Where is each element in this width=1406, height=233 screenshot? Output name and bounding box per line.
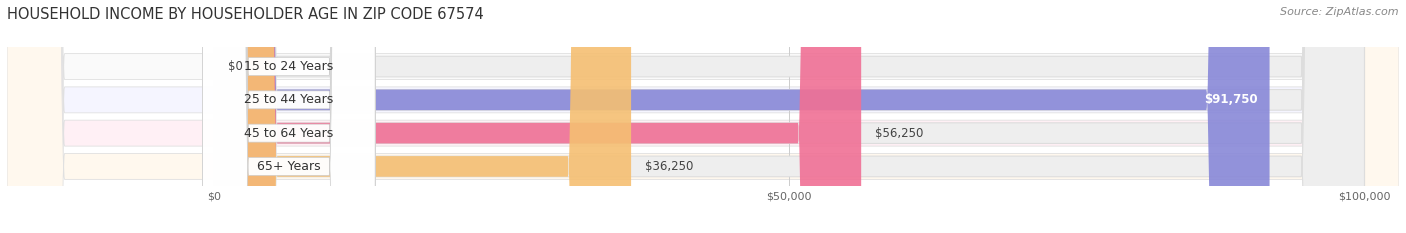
- FancyBboxPatch shape: [7, 0, 1399, 233]
- Text: 45 to 64 Years: 45 to 64 Years: [245, 127, 333, 140]
- Text: $56,250: $56,250: [875, 127, 924, 140]
- FancyBboxPatch shape: [202, 0, 375, 233]
- Text: HOUSEHOLD INCOME BY HOUSEHOLDER AGE IN ZIP CODE 67574: HOUSEHOLD INCOME BY HOUSEHOLDER AGE IN Z…: [7, 7, 484, 22]
- Text: 15 to 24 Years: 15 to 24 Years: [245, 60, 333, 73]
- Text: $36,250: $36,250: [645, 160, 693, 173]
- Text: 65+ Years: 65+ Years: [257, 160, 321, 173]
- FancyBboxPatch shape: [202, 0, 375, 233]
- FancyBboxPatch shape: [214, 0, 631, 233]
- FancyBboxPatch shape: [202, 0, 375, 233]
- FancyBboxPatch shape: [214, 0, 1364, 233]
- FancyBboxPatch shape: [202, 0, 375, 233]
- FancyBboxPatch shape: [7, 0, 1399, 233]
- Text: 25 to 44 Years: 25 to 44 Years: [245, 93, 333, 106]
- Text: Source: ZipAtlas.com: Source: ZipAtlas.com: [1281, 7, 1399, 17]
- FancyBboxPatch shape: [214, 0, 1364, 233]
- FancyBboxPatch shape: [214, 0, 1364, 233]
- FancyBboxPatch shape: [214, 0, 860, 233]
- FancyBboxPatch shape: [7, 0, 1399, 233]
- Text: $0: $0: [228, 60, 243, 73]
- FancyBboxPatch shape: [214, 0, 1270, 233]
- FancyBboxPatch shape: [7, 0, 1399, 233]
- Text: $91,750: $91,750: [1205, 93, 1258, 106]
- FancyBboxPatch shape: [214, 0, 1364, 233]
